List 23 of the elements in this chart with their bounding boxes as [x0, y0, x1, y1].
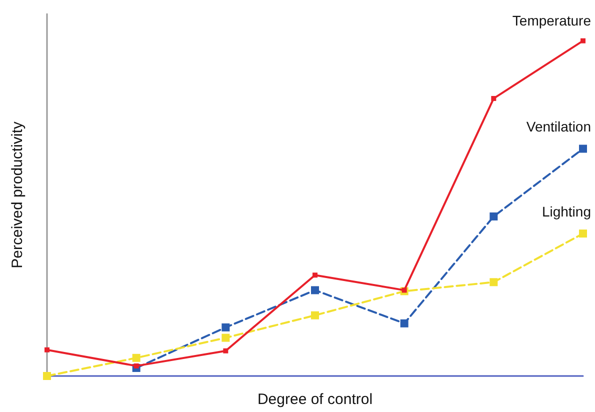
x-axis-title: Degree of control — [257, 391, 373, 408]
point — [400, 319, 408, 328]
point — [580, 38, 586, 44]
point — [223, 348, 228, 354]
point — [44, 347, 50, 352]
point — [579, 230, 587, 238]
y-axis-title: Perceived productivity — [9, 121, 26, 268]
point — [579, 144, 587, 153]
point — [43, 372, 51, 380]
point — [490, 278, 498, 286]
point — [132, 354, 140, 362]
point — [490, 212, 498, 220]
point — [312, 272, 318, 278]
point — [134, 363, 139, 368]
point — [311, 311, 319, 320]
point — [311, 286, 319, 294]
point — [402, 288, 407, 293]
series-label: Ventilation — [526, 118, 591, 135]
series-label: Lighting — [542, 204, 591, 220]
point — [222, 323, 230, 332]
point — [222, 334, 230, 342]
series-label: Temperature — [512, 12, 592, 28]
point — [491, 96, 496, 101]
